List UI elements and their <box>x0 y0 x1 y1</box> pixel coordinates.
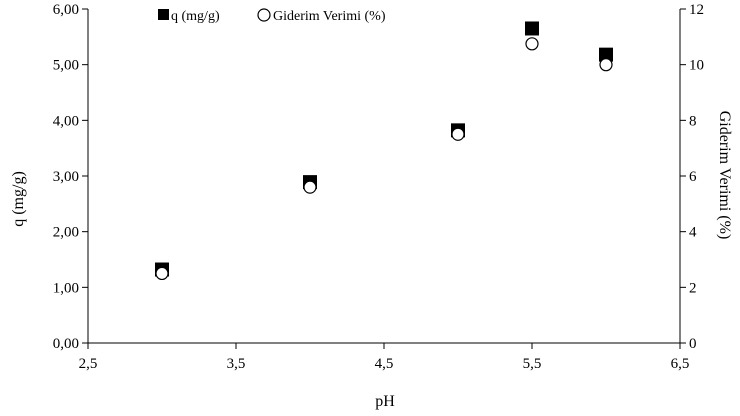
data-point-giderim-verimi <box>303 180 317 194</box>
legend-marker-q <box>158 9 169 20</box>
y-left-tick-label: 0,00 <box>53 336 79 352</box>
data-point-q <box>525 21 539 36</box>
legend-label-q: q (mg/g) <box>171 9 220 24</box>
y-right-tick-label: 12 <box>689 2 704 18</box>
legend-marker-giderim <box>257 8 271 22</box>
x-tick-label: 4,5 <box>375 356 394 372</box>
legend: q (mg/g) Giderim Verimi (%) <box>158 8 386 24</box>
data-point-giderim-verimi <box>525 37 539 51</box>
y-right-tick-label: 0 <box>689 336 697 352</box>
y-axis-right-title: Giderim Verimi (%) <box>716 111 733 240</box>
data-point-giderim-verimi <box>451 127 465 141</box>
y-left-tick-label: 3,00 <box>53 169 79 185</box>
x-tick-label: 6,5 <box>671 356 690 372</box>
x-tick-label: 5,5 <box>523 356 542 372</box>
y-right-tick-label: 2 <box>689 280 697 296</box>
y-right-tick-label: 4 <box>689 225 697 241</box>
y-right-tick-label: 6 <box>689 169 697 185</box>
y-right-tick-label: 8 <box>689 113 697 129</box>
axes <box>87 9 681 344</box>
y-left-tick-label: 5,00 <box>53 58 79 74</box>
data-point-giderim-verimi <box>155 266 169 281</box>
y-left-tick-label: 4,00 <box>53 113 79 129</box>
plot-marks <box>155 21 613 281</box>
y-left-tick-label: 1,00 <box>53 280 79 296</box>
legend-label-giderim: Giderim Verimi (%) <box>273 9 386 24</box>
y-axis-left-title: q (mg/g) <box>10 171 27 227</box>
data-point-giderim-verimi <box>599 58 613 72</box>
x-tick-label: 2,5 <box>79 356 98 372</box>
data-point-q <box>599 47 613 62</box>
y-right-tick-label: 10 <box>689 58 704 74</box>
y-left-tick-label: 2,00 <box>53 225 79 241</box>
ticks: 2,5 3,5 4,5 5,5 6,5 0,00 1,00 2,00 3,00 4,00 5,00 6… <box>53 2 704 372</box>
y-left-tick-label: 6,00 <box>53 2 79 18</box>
x-tick-label: 3,5 <box>227 356 246 372</box>
x-axis-title: pH <box>375 393 395 410</box>
